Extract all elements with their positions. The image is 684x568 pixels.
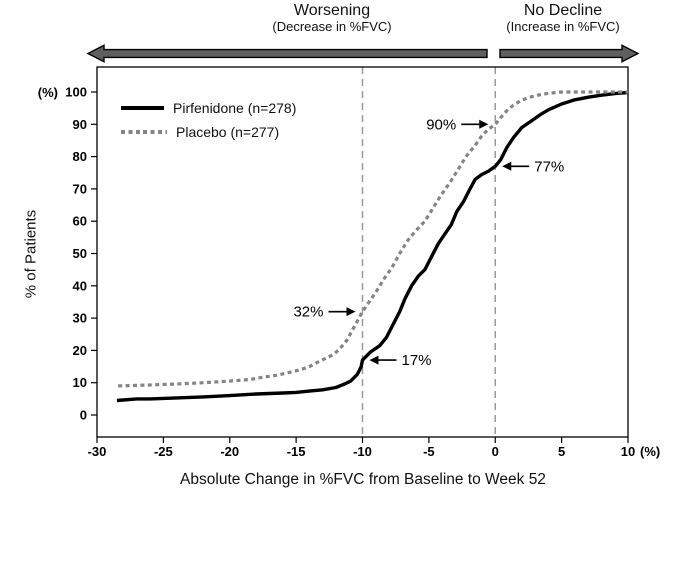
- worsening-header: Worsening (Decrease in %FVC): [272, 2, 391, 34]
- y-tick-label: 60: [73, 214, 87, 229]
- y-tick-label: 40: [73, 278, 87, 293]
- x-tick-label: -30: [88, 444, 107, 459]
- x-tick-label: 10: [621, 444, 635, 459]
- y-tick-label: 80: [73, 149, 87, 164]
- annotation-label: 77%: [534, 158, 564, 175]
- legend: Pirfenidone (n=278) Placebo (n=277): [121, 96, 296, 144]
- y-tick-label: 100: [65, 85, 87, 100]
- annotation-arrowhead-icon: [502, 161, 512, 171]
- no-decline-right-arrow-icon: [499, 44, 640, 63]
- y-tick-label: 50: [73, 246, 87, 261]
- x-tick-label: -10: [353, 444, 372, 459]
- y-tick-label: 20: [73, 343, 87, 358]
- worsening-subtitle: (Decrease in %FVC): [272, 19, 392, 34]
- pirfenidone-line-swatch: [121, 106, 164, 110]
- x-axis-unit-label: (%): [640, 444, 660, 459]
- annotation-label: 90%: [426, 116, 456, 133]
- annotation-arrowhead-icon: [479, 119, 489, 129]
- annotation-arrowhead-icon: [369, 355, 379, 365]
- y-tick-label: 0: [80, 408, 87, 423]
- legend-item-pirfenidone: Pirfenidone (n=278): [121, 96, 296, 120]
- legend-item-placebo: Placebo (n=277): [121, 120, 296, 144]
- annotation-arrowhead-icon: [346, 307, 356, 317]
- x-tick-label: -20: [220, 444, 239, 459]
- series-pirfenidone: [116, 90, 629, 403]
- y-tick-label: 70: [73, 181, 87, 196]
- legend-label-pirfenidone: Pirfenidone (n=278): [173, 100, 297, 116]
- y-tick-label: 90: [73, 117, 87, 132]
- x-tick-label: 0: [492, 444, 499, 459]
- no-decline-header: No Decline (Increase in %FVC): [506, 2, 619, 34]
- y-axis-title: % of Patients: [22, 209, 40, 299]
- x-axis-title: Absolute Change in %FVC from Baseline to…: [180, 471, 546, 488]
- x-tick-label: -25: [154, 444, 173, 459]
- series-placebo: [118, 90, 628, 388]
- y-axis-unit-label: (%): [38, 85, 58, 100]
- x-tick-label: 5: [558, 444, 565, 459]
- worsening-title: Worsening: [293, 2, 371, 19]
- legend-label-placebo: Placebo (n=277): [176, 124, 280, 140]
- x-tick-label: -15: [287, 444, 306, 459]
- no-decline-subtitle: (Increase in %FVC): [506, 19, 620, 34]
- no-decline-title: No Decline: [523, 2, 603, 19]
- y-tick-label: 10: [73, 375, 87, 390]
- annotation-label: 32%: [293, 304, 323, 321]
- x-tick-label: -5: [423, 444, 435, 459]
- worsening-left-arrow-icon: [86, 44, 488, 63]
- annotation-label: 17%: [402, 352, 432, 369]
- placebo-line-swatch: [121, 130, 167, 134]
- y-tick-label: 30: [73, 311, 87, 326]
